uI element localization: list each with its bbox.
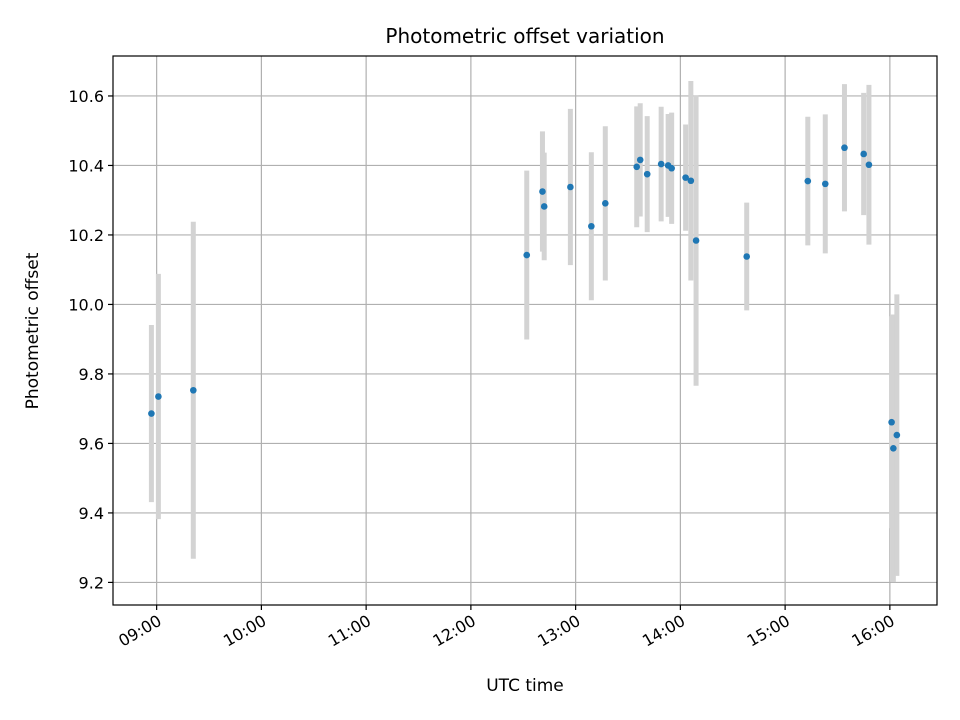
- data-point: [539, 188, 546, 195]
- data-point: [890, 444, 897, 452]
- x-axis-title: UTC time: [486, 676, 564, 696]
- y-tick-label: 9.2: [79, 573, 104, 592]
- data-point: [602, 200, 609, 207]
- y-tick-label: 10.0: [68, 295, 104, 314]
- y-axis-title: Photometric offset: [23, 252, 43, 409]
- data-point: [636, 156, 644, 164]
- data-points: [148, 144, 901, 452]
- data-point: [633, 163, 641, 171]
- y-tick-label: 10.6: [68, 87, 104, 106]
- data-point: [888, 418, 895, 426]
- data-point: [540, 203, 548, 210]
- data-point: [588, 222, 595, 230]
- data-point: [567, 183, 574, 191]
- data-point: [523, 251, 531, 259]
- data-point: [682, 174, 689, 181]
- y-tick-label: 10.2: [68, 226, 104, 245]
- data-point: [865, 161, 873, 169]
- data-point: [190, 386, 197, 394]
- data-point: [687, 177, 695, 185]
- data-point: [743, 253, 751, 260]
- plot-area-frame: [112, 55, 938, 606]
- chart-title: Photometric offset variation: [385, 24, 664, 48]
- data-point: [821, 180, 829, 188]
- data-point: [155, 393, 162, 400]
- data-point: [657, 160, 665, 168]
- data-point: [692, 237, 700, 244]
- y-tick-label: 9.8: [79, 365, 104, 384]
- y-tick-label: 9.4: [79, 504, 104, 523]
- data-point: [893, 431, 901, 439]
- data-point: [148, 410, 155, 417]
- y-tick-label: 10.4: [68, 156, 104, 175]
- data-point: [804, 177, 812, 185]
- data-point: [668, 164, 675, 172]
- data-point: [643, 170, 651, 178]
- data-point: [841, 144, 848, 152]
- y-tick-label: 9.6: [79, 434, 104, 453]
- data-point: [860, 150, 867, 158]
